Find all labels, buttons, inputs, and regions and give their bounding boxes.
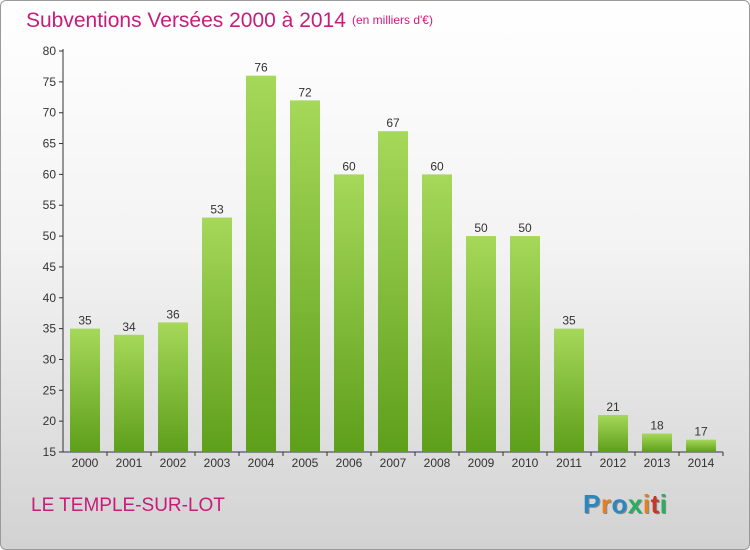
x-tick-label: 2009 — [468, 456, 495, 470]
bar-value-label: 35 — [78, 314, 92, 328]
logo-letter: x — [627, 489, 643, 519]
logo-letter: P — [583, 489, 601, 519]
bar-value-label: 50 — [518, 221, 532, 235]
commune-name: LE TEMPLE-SUR-LOT — [31, 495, 225, 516]
y-tick-label: 55 — [43, 198, 57, 212]
y-tick-label: 40 — [43, 291, 57, 305]
y-tick-label: 65 — [43, 137, 57, 151]
bar-value-label: 17 — [694, 425, 708, 439]
bar-value-label: 72 — [298, 85, 312, 99]
bar — [510, 236, 540, 452]
logo-letter: o — [611, 489, 628, 519]
bar-value-label: 50 — [474, 221, 488, 235]
logo-letter: i — [642, 489, 651, 519]
bar — [202, 217, 232, 452]
bar — [246, 75, 276, 452]
y-tick-label: 15 — [43, 445, 57, 459]
x-tick-label: 2008 — [424, 456, 451, 470]
bar-value-label: 18 — [650, 418, 664, 432]
bar — [70, 328, 100, 452]
y-tick-label: 50 — [43, 229, 57, 243]
y-tick-label: 60 — [43, 167, 57, 181]
bar-value-label: 67 — [386, 116, 400, 130]
x-tick-label: 2005 — [292, 456, 319, 470]
x-tick-label: 2012 — [600, 456, 627, 470]
bar — [422, 174, 452, 452]
x-tick-label: 2001 — [116, 456, 143, 470]
y-tick-label: 20 — [43, 414, 57, 428]
bar-value-label: 60 — [342, 159, 356, 173]
x-tick-label: 2003 — [204, 456, 231, 470]
y-tick-label: 35 — [43, 322, 57, 336]
y-tick-label: 75 — [43, 75, 57, 89]
x-tick-label: 2010 — [512, 456, 539, 470]
y-tick-label: 45 — [43, 260, 57, 274]
chart-title: Subventions Versées 2000 à 2014 — [26, 9, 346, 32]
y-tick-label: 70 — [43, 106, 57, 120]
y-tick-label: 80 — [43, 44, 57, 58]
logo-letter: r — [600, 489, 612, 519]
bar — [334, 174, 364, 452]
x-tick-label: 2007 — [380, 456, 407, 470]
x-tick-label: 2000 — [72, 456, 99, 470]
proxiti-logo: Proxiti — [583, 489, 667, 520]
bar-value-label: 34 — [122, 320, 136, 334]
bar-value-label: 35 — [562, 314, 576, 328]
logo-letter: t — [650, 489, 660, 519]
x-tick-label: 2002 — [160, 456, 187, 470]
bar — [642, 433, 672, 452]
bar — [378, 131, 408, 452]
logo-letter: i — [659, 489, 668, 519]
chart-subtitle: (en milliers d'€) — [352, 13, 433, 27]
x-tick-label: 2011 — [556, 456, 582, 470]
bar-value-label: 21 — [606, 400, 620, 414]
bar-value-label: 60 — [430, 159, 444, 173]
bar — [686, 439, 716, 452]
bar — [158, 322, 188, 452]
bar — [466, 236, 496, 452]
bar — [598, 414, 628, 452]
bar — [290, 100, 320, 452]
y-tick-label: 30 — [43, 352, 57, 366]
x-tick-label: 2013 — [644, 456, 671, 470]
x-tick-label: 2014 — [688, 456, 715, 470]
bar-value-label: 53 — [210, 203, 224, 217]
bar-value-label: 36 — [166, 307, 180, 321]
bar-value-label: 76 — [254, 61, 268, 75]
bar — [114, 334, 144, 452]
y-tick-label: 25 — [43, 383, 57, 397]
x-tick-label: 2006 — [336, 456, 363, 470]
bar — [554, 328, 584, 452]
x-tick-label: 2004 — [248, 456, 275, 470]
